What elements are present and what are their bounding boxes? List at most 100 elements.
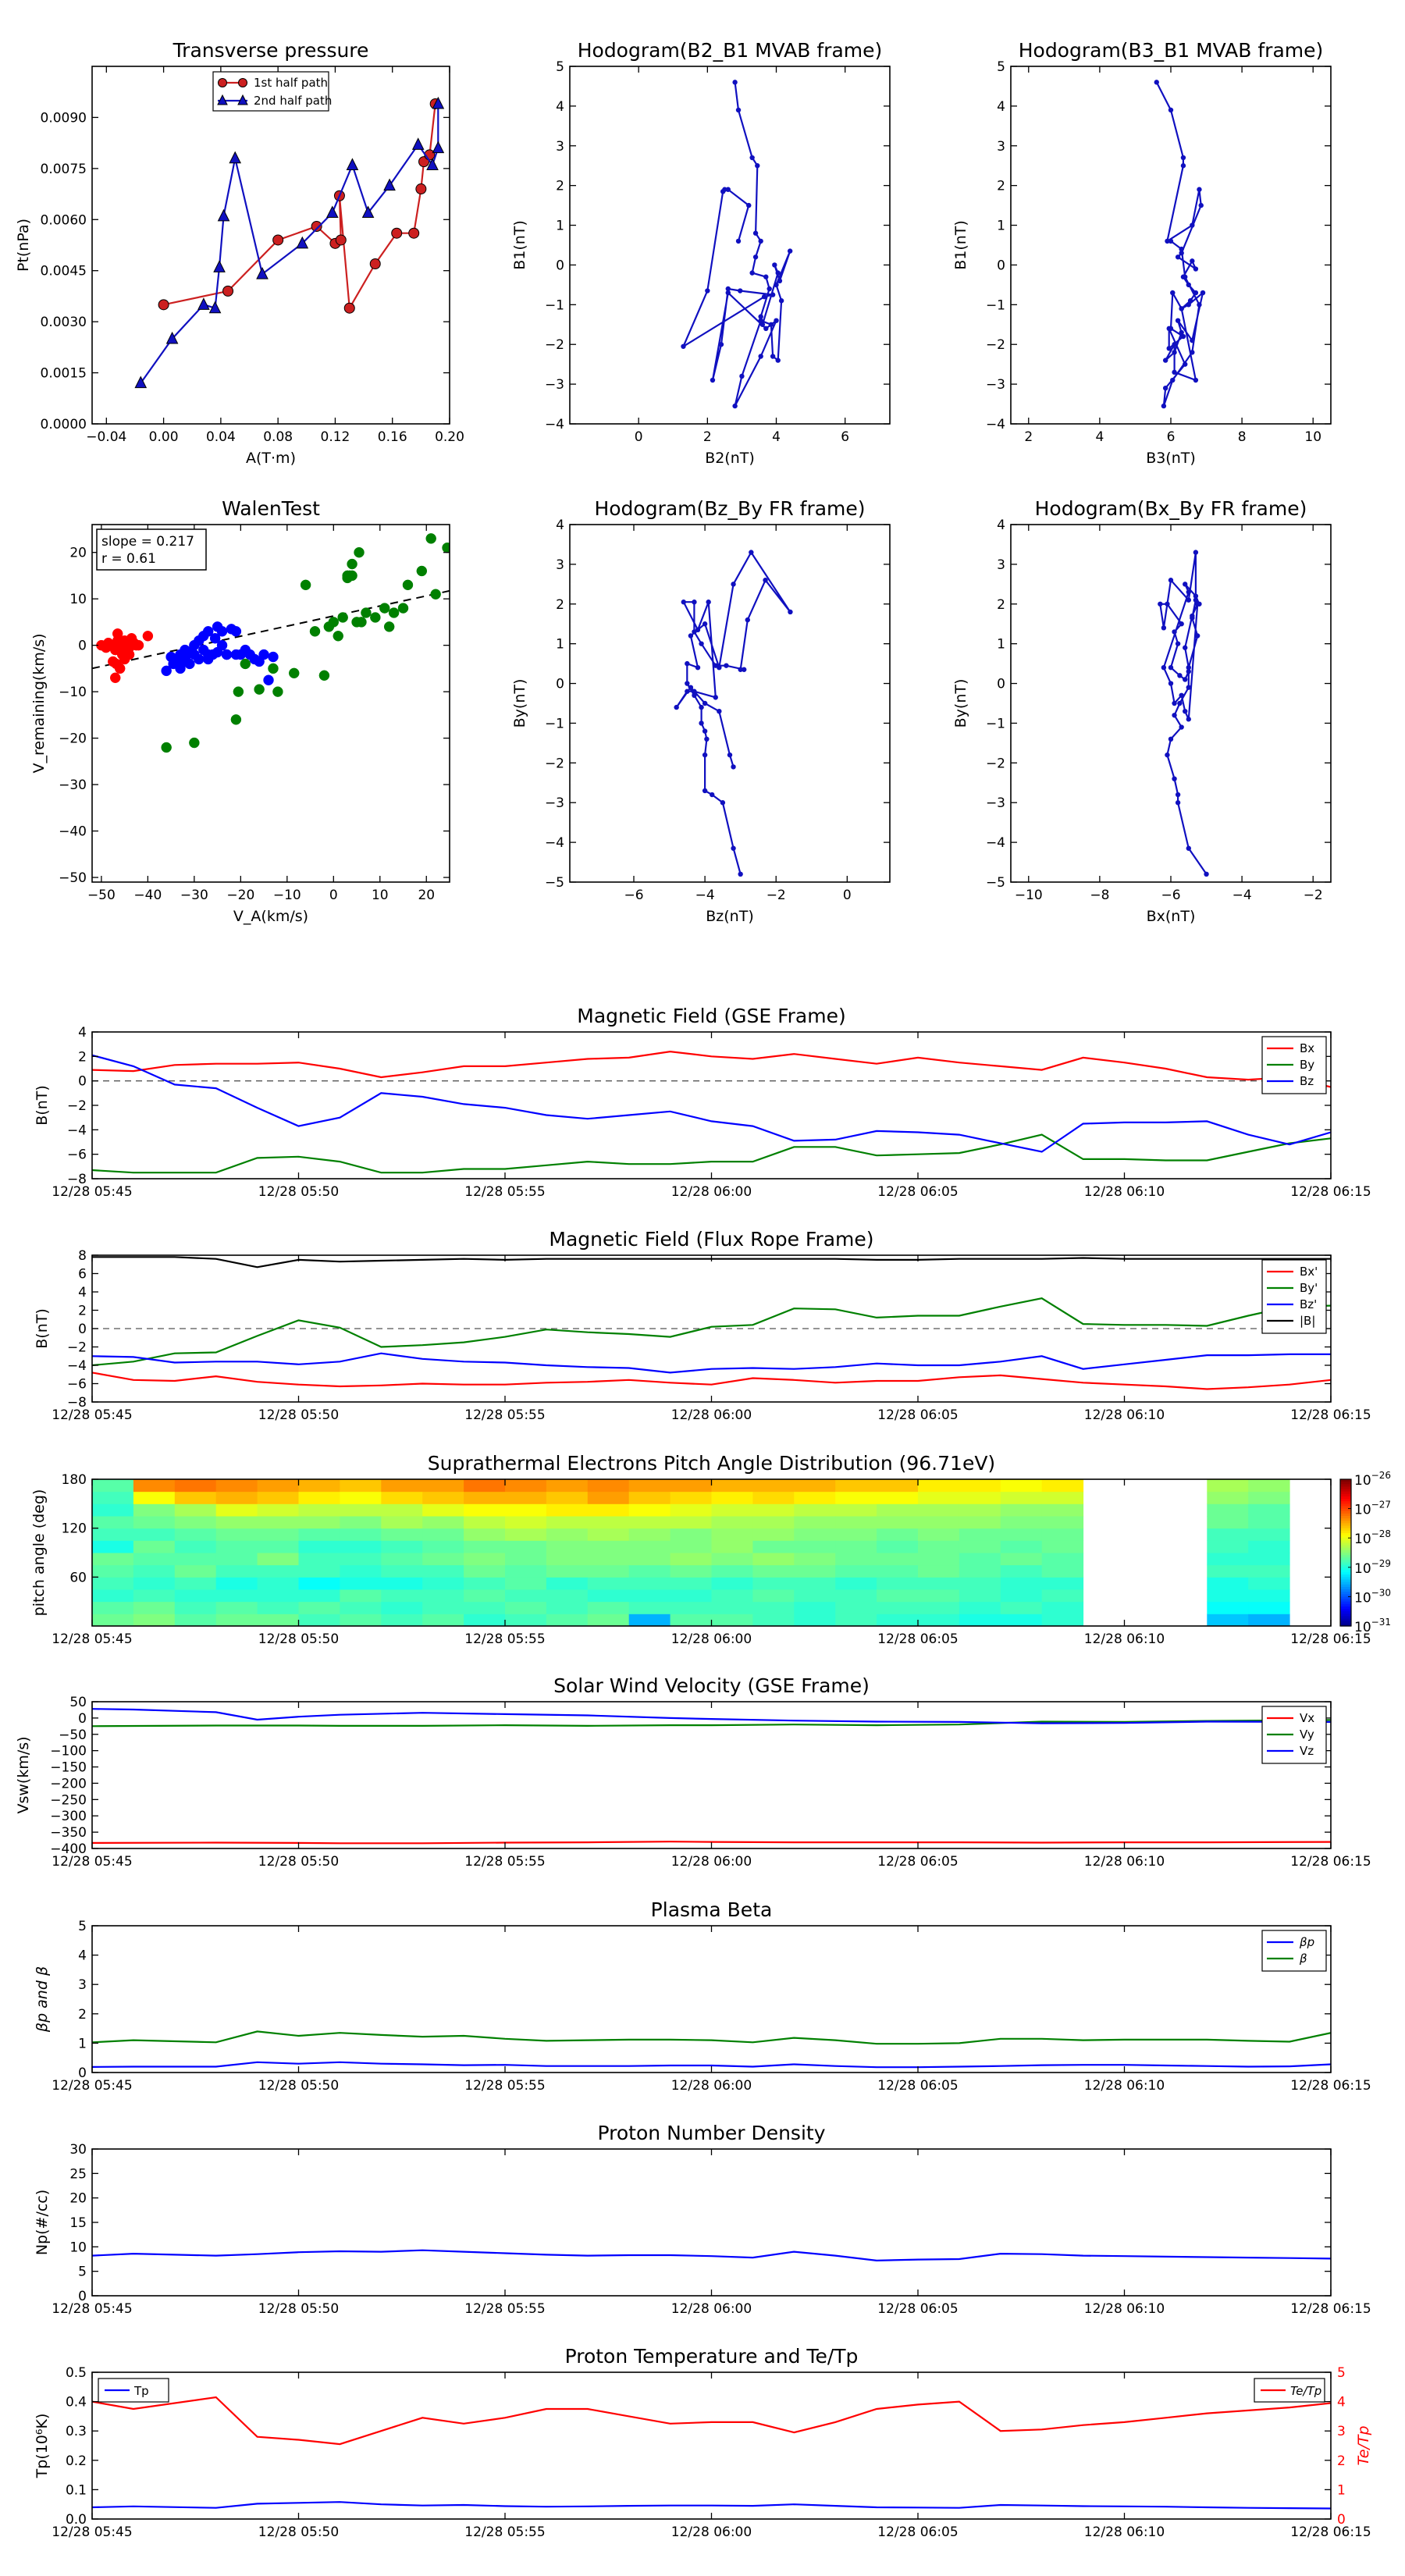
pad-cell [1041, 1601, 1084, 1614]
mfgse-ytick-label: 0 [78, 1074, 87, 1090]
sw-xtick-label: 12/28 05:50 [258, 1854, 339, 1870]
beta-legend-label: β [1299, 1952, 1307, 1966]
pad-cell [174, 1601, 217, 1614]
h2-series-0-point [1186, 282, 1191, 288]
h1-series-0-point [735, 238, 742, 244]
mfgse-series-1-line [92, 1133, 1331, 1174]
h4-series-0-point [1186, 589, 1191, 595]
h4-series-0-point [1177, 700, 1183, 706]
pad-xtick-label: 12/28 06:10 [1084, 1631, 1165, 1647]
h3-series-0-point [727, 752, 733, 758]
pad-cell [546, 1503, 589, 1517]
walen-series-0-point [142, 631, 154, 642]
beta-ytick-label: 0 [78, 2065, 87, 2081]
h1-series-0-point [774, 318, 779, 323]
tp-series-1-point [426, 158, 439, 170]
pad-cell [752, 1564, 795, 1578]
h2-series-0-point [1168, 107, 1174, 113]
walen-series-1-point [202, 653, 214, 665]
pad-cell [1248, 1601, 1290, 1614]
tp-xlabel: A(T·m) [246, 450, 296, 467]
h4-series-0-point [1165, 601, 1170, 607]
np-xtick-label: 12/28 05:50 [258, 2301, 339, 2317]
h4-series-0-point [1172, 713, 1177, 718]
walen-series-2-point [361, 607, 372, 618]
pad-cell [257, 1503, 299, 1517]
walen-series-2-point [356, 617, 367, 628]
walen-xtick-label: 0 [329, 888, 338, 903]
h2-series-0-point [1193, 377, 1199, 383]
beta-xtick-label: 12/28 06:15 [1290, 2078, 1371, 2094]
pad-cell [1207, 1589, 1249, 1603]
pad-cell [1041, 1516, 1084, 1529]
h4-ytick-label: −4 [986, 835, 1005, 851]
h2-series-0-point [1165, 238, 1170, 244]
h3-series-0-point [688, 633, 694, 639]
pad-cell [174, 1577, 217, 1590]
np-ytick-label: 25 [69, 2166, 87, 2182]
mfgse-legend-label: Bz [1300, 1074, 1314, 1088]
mfgse-ytick-label: −8 [67, 1172, 87, 1187]
beta-frame [91, 1925, 1332, 2073]
tp-series-0-point [335, 234, 347, 246]
pad-colorbar-segment [1340, 1572, 1351, 1575]
h1-series-0-point [732, 80, 738, 85]
pad-colorbar-segment [1340, 1518, 1351, 1521]
np-series-0-line [92, 2249, 1331, 2262]
tp-series-1-point [361, 205, 375, 219]
pad-cell [877, 1528, 919, 1541]
pad-cell [422, 1479, 464, 1493]
h2-ytick-label: −4 [986, 417, 1005, 432]
mffr-series-1-line [92, 1297, 1331, 1367]
pad-cell [1248, 1528, 1290, 1541]
beta-xtick-label: 12/28 05:55 [464, 2078, 545, 2094]
h2-series-0-point [1183, 361, 1188, 367]
pad-cell [711, 1589, 753, 1603]
mffr-xtick-label: 12/28 06:00 [671, 1407, 752, 1423]
pad-cell [298, 1564, 340, 1578]
pad-cell [628, 1528, 671, 1541]
pad-colorbar-segment [1340, 1616, 1351, 1620]
tpr-xtick-label: 12/28 06:15 [1290, 2524, 1371, 2540]
pad-cell [1041, 1589, 1084, 1603]
tp-series-1-point [296, 236, 309, 249]
pad-cell [711, 1540, 753, 1553]
pad-cell [918, 1564, 960, 1578]
h2-title: Hodogram(B3_B1 MVAB frame) [1019, 39, 1324, 62]
h2-series-0-point [1170, 377, 1176, 383]
pad-cell [92, 1589, 134, 1603]
h3-series-0-point [738, 871, 743, 877]
pad-cell [133, 1553, 176, 1566]
pad-cell [546, 1491, 589, 1504]
tp-series-0-point [415, 183, 427, 195]
pad-cell [587, 1479, 630, 1493]
walen-ytick-label: −20 [59, 731, 87, 747]
walen-xtick-label: 20 [418, 888, 435, 903]
pad-cell [422, 1540, 464, 1553]
walen-series-2-point [318, 670, 330, 681]
h1-series-0-point [767, 286, 772, 292]
h2-series-0-point [1172, 369, 1177, 375]
pad-cell [918, 1589, 960, 1603]
h4-ytick-label: 3 [997, 557, 1005, 573]
h3-series-0-point [692, 692, 697, 699]
pad-cell [422, 1614, 464, 1626]
walen-series-0-point [112, 628, 123, 639]
h4-series-0-point [1186, 717, 1191, 722]
pad-cell [133, 1491, 176, 1504]
walen-plot-area [92, 533, 450, 753]
walen-series-2-point [416, 565, 428, 577]
sw-ytick-label: 0 [78, 1711, 87, 1727]
h1-series-0-point [778, 298, 784, 304]
mffr-xtick-label: 12/28 06:05 [877, 1407, 958, 1423]
pad-cell [464, 1503, 506, 1517]
pad-cell [1207, 1564, 1249, 1578]
pad-cell [959, 1614, 1001, 1626]
pad-cell [422, 1553, 464, 1566]
beta-plot-area [92, 2030, 1331, 2069]
pad-xtick-label: 12/28 06:05 [877, 1631, 958, 1647]
walen-series-1-point [161, 665, 172, 677]
sw-xtick-label: 12/28 06:05 [877, 1854, 958, 1870]
h1-ytick-label: 3 [556, 139, 564, 155]
h3-series-0-point [692, 600, 697, 605]
